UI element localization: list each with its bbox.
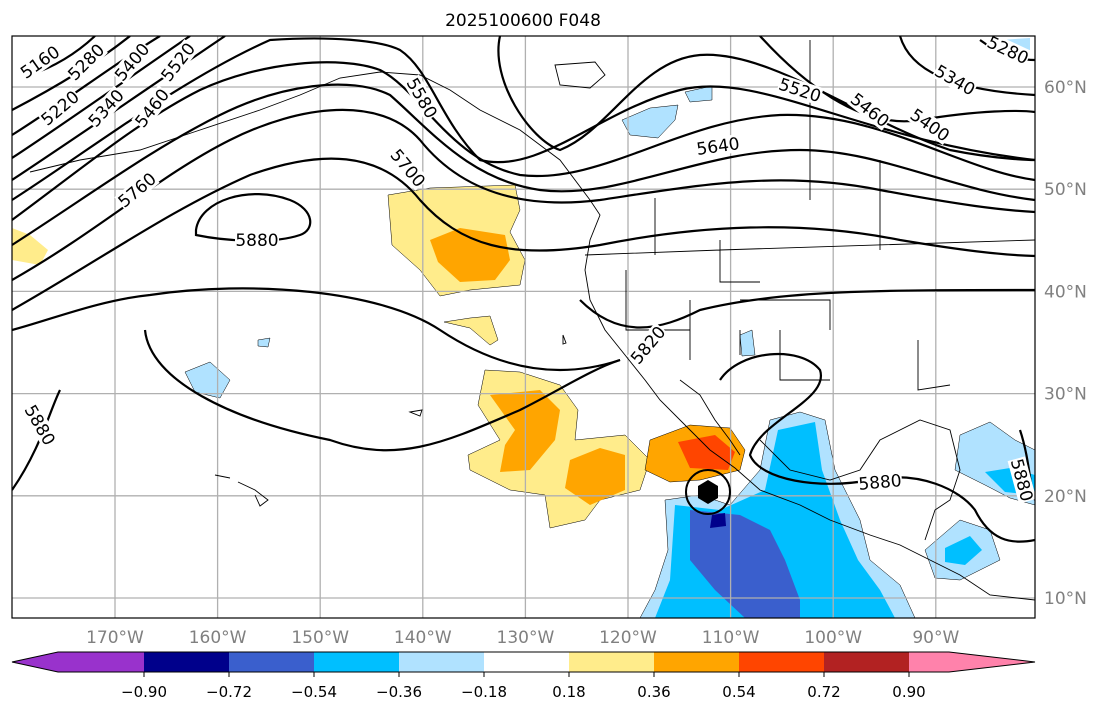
negative-anomaly-lightblue — [257, 337, 271, 348]
negative-anomaly-navy — [710, 513, 726, 528]
lat-tick-label: 20°N — [1044, 487, 1087, 507]
positive-anomaly-red — [678, 435, 735, 470]
lat-tick-label: 50°N — [1044, 180, 1087, 200]
positive-anomaly-orange — [430, 228, 510, 282]
colorbar-segment — [739, 652, 825, 672]
lon-tick-label: 130°W — [497, 628, 555, 648]
lat-tick-label: 40°N — [1044, 282, 1087, 302]
lat-tick-label: 60°N — [1044, 78, 1087, 98]
positive-anomaly-yellow — [12, 228, 48, 265]
colorbar-segment — [229, 652, 315, 672]
negative-anomaly-deepskyblue — [945, 536, 982, 565]
colorbar-extend-low — [12, 652, 144, 672]
lon-tick-label: 150°W — [291, 628, 349, 648]
colorbar-tick-label: 0.90 — [892, 683, 925, 701]
axis-labels: 170°W 160°W 150°W 140°W 130°W 120°W 110°W 100°W… — [86, 78, 1087, 648]
negative-anomaly-lightblue — [621, 104, 679, 139]
positive-anomaly-orange — [565, 448, 625, 505]
colorbar-tick-label: 0.36 — [637, 683, 670, 701]
lon-tick-label: 160°W — [189, 628, 247, 648]
colorbar-extend-high — [909, 652, 1035, 672]
lon-tick-label: 170°W — [86, 628, 144, 648]
colorbar-tick-label: 0.18 — [552, 683, 585, 701]
colorbar-tick-label: −0.54 — [291, 683, 337, 701]
lon-tick-label: 110°W — [702, 628, 760, 648]
colorbar-tick-label: −0.36 — [376, 683, 422, 701]
contour-label: 5880 — [235, 231, 278, 251]
colorbar-tick-label: 0.54 — [722, 683, 755, 701]
negative-anomaly-lightblue — [739, 329, 756, 357]
lat-tick-label: 10°N — [1044, 589, 1087, 609]
colorbar-tick-label: −0.18 — [461, 683, 507, 701]
contour-label: 5880 — [858, 471, 903, 495]
hurricane-marker-icon — [698, 480, 718, 504]
negative-anomaly-lightblue — [684, 85, 713, 103]
map-area: 5160522052805340540054605520576055805700… — [12, 36, 1035, 618]
positive-anomaly-yellow — [443, 315, 499, 346]
colorbar-segment — [569, 652, 655, 672]
colorbar-segment — [314, 652, 400, 672]
colorbar-segment — [399, 652, 485, 672]
lon-tick-label: 120°W — [599, 628, 657, 648]
colorbar-tick-label: −0.90 — [121, 683, 167, 701]
colorbar-segment — [144, 652, 230, 672]
colorbar-segment — [654, 652, 740, 672]
lon-tick-label: 90°W — [912, 628, 959, 648]
contour-label-backgrounds — [16, 36, 1035, 504]
negative-anomaly-royalblue — [690, 510, 800, 618]
map-frame — [11, 35, 1036, 619]
colorbar-segment — [484, 652, 570, 672]
colorbar-tick-label: −0.72 — [206, 683, 252, 701]
colorbar-tick-label: 0.72 — [807, 683, 840, 701]
map-title: 2025100600 F048 — [445, 11, 601, 31]
lon-tick-label: 100°W — [804, 628, 862, 648]
colorbar: −0.90 −0.72 −0.54 −0.36 −0.18 0.18 0.36 0.54 0.7… — [11, 651, 1036, 701]
negative-anomaly-lightblue — [184, 361, 231, 399]
lat-tick-label: 30°N — [1044, 385, 1087, 405]
colorbar-segment — [824, 652, 910, 672]
lon-tick-label: 140°W — [394, 628, 452, 648]
